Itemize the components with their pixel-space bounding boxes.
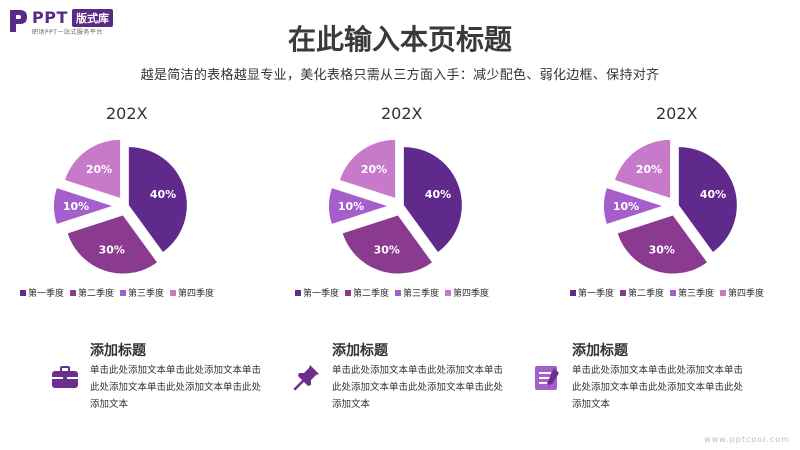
page-subtitle: 越是简洁的表格越显专业，美化表格只需从三方面入手：减少配色、弱化边框、保持对齐	[140, 68, 660, 83]
slice-q4	[339, 139, 396, 198]
pie-chart-3: 202X 40% 30% 10% 20% 第一季度 第二季度 第三季度 第四季度	[570, 100, 800, 310]
data-label: 20%	[361, 163, 387, 176]
data-label: 10%	[63, 200, 89, 213]
chart-title: 202X	[106, 104, 148, 123]
data-label: 30%	[374, 244, 400, 257]
legend-item-q3: 第三季度	[395, 286, 439, 299]
data-label: 40%	[150, 188, 176, 201]
pie-chart-1: 202X 40% 30% 10% 20% 第一季度 第二季度 第三季度 第四季度	[20, 100, 290, 310]
chart-legend: 第一季度 第二季度 第三季度 第四季度	[295, 286, 565, 299]
logo-brand-text: PPT	[32, 8, 68, 27]
data-label: 20%	[86, 163, 112, 176]
slice-q1	[128, 147, 187, 252]
legend-item-q1: 第一季度	[20, 286, 64, 299]
slice-q1	[678, 147, 737, 252]
data-label: 30%	[649, 244, 675, 257]
slice-q3	[329, 188, 387, 224]
slice-q3	[604, 188, 662, 224]
slice-q1	[403, 147, 462, 252]
logo-badge: 版式库	[72, 9, 113, 27]
slice-q4	[64, 139, 121, 198]
brand-logo: PPT 版式库 职场PPT一站式服务平台	[8, 6, 158, 36]
feature-block-1: 添加标题 单击此处添加文本单击此处添加文本单击此处添加文本单击此处添加文本单击此…	[50, 340, 261, 420]
feature-description: 单击此处添加文本单击此处添加文本单击此处添加文本单击此处添加文本单击此处添加文本	[572, 365, 744, 410]
feature-block-3: 添加标题 单击此处添加文本单击此处添加文本单击此处添加文本单击此处添加文本单击此…	[532, 340, 743, 420]
data-label: 20%	[636, 163, 662, 176]
page-title: 在此输入本页标题	[287, 23, 512, 56]
legend-item-q2: 第二季度	[345, 286, 389, 299]
legend-item-q2: 第二季度	[70, 286, 114, 299]
data-label: 10%	[613, 200, 639, 213]
data-label: 30%	[99, 244, 125, 257]
legend-item-q1: 第一季度	[295, 286, 339, 299]
pie-chart-svg: 40% 30% 10% 20%	[604, 139, 737, 274]
chart-title: 202X	[656, 104, 698, 123]
data-label: 40%	[425, 188, 451, 201]
feature-description: 单击此处添加文本单击此处添加文本单击此处添加文本单击此处添加文本单击此处添加文本	[332, 365, 504, 410]
slice-q2	[342, 215, 433, 274]
pie-chart-svg: 40% 30% 10% 20%	[329, 139, 462, 274]
pie-chart-svg: 40% 30% 10% 20%	[54, 139, 187, 274]
briefcase-icon	[52, 366, 78, 388]
slice-q3	[54, 188, 112, 224]
legend-item-q1: 第一季度	[570, 286, 614, 299]
data-label: 40%	[700, 188, 726, 201]
chart-legend: 第一季度 第二季度 第三季度 第四季度	[570, 286, 800, 299]
legend-item-q4: 第四季度	[170, 286, 214, 299]
notepad-icon	[535, 366, 559, 390]
watermark: www.pptcool.com	[704, 435, 790, 444]
feature-title: 添加标题	[332, 343, 388, 359]
legend-item-q2: 第二季度	[620, 286, 664, 299]
pie-chart-2: 202X 40% 30% 10% 20% 第一季度 第二季度 第三季度 第四季度	[295, 100, 565, 310]
feature-block-2: 添加标题 单击此处添加文本单击此处添加文本单击此处添加文本单击此处添加文本单击此…	[292, 340, 503, 420]
legend-item-q4: 第四季度	[720, 286, 764, 299]
legend-item-q3: 第三季度	[670, 286, 714, 299]
chart-legend: 第一季度 第二季度 第三季度 第四季度	[20, 286, 290, 299]
data-label: 10%	[338, 200, 364, 213]
pushpin-icon	[293, 365, 319, 391]
slice-q4	[614, 139, 671, 198]
feature-description: 单击此处添加文本单击此处添加文本单击此处添加文本单击此处添加文本单击此处添加文本	[90, 365, 262, 410]
feature-title: 添加标题	[572, 343, 628, 359]
logo-tagline: 职场PPT一站式服务平台	[32, 29, 103, 36]
legend-item-q3: 第三季度	[120, 286, 164, 299]
legend-item-q4: 第四季度	[445, 286, 489, 299]
feature-title: 添加标题	[90, 343, 146, 359]
slice-q2	[67, 215, 158, 274]
chart-title: 202X	[381, 104, 423, 123]
ppt-logo-icon	[10, 10, 27, 32]
slice-q2	[617, 215, 708, 274]
